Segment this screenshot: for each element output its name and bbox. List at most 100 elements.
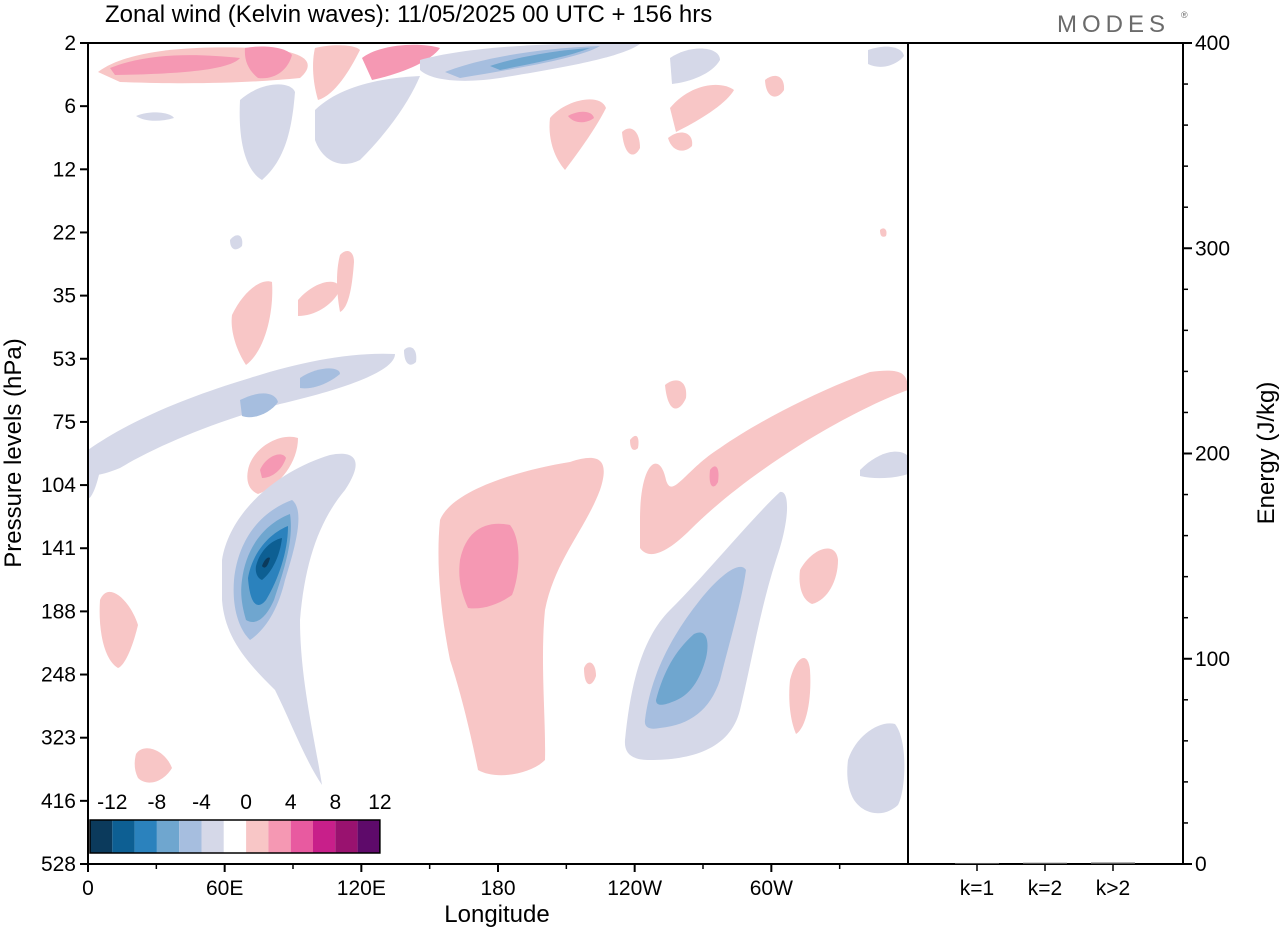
energy-tick-label: 200 <box>1195 443 1230 466</box>
pressure-tick-label: 12 <box>53 158 76 181</box>
pressure-tick-label: 416 <box>41 790 76 813</box>
contour-neg-small-left <box>136 112 174 121</box>
pressure-tick-label: 323 <box>41 727 76 750</box>
contour-fields <box>88 43 908 814</box>
legend-label: -8 <box>148 791 167 814</box>
legend-label: 0 <box>240 791 252 814</box>
colorbar-legend: -12 -8 -4 0 4 8 12 <box>89 791 392 854</box>
energy-tick-label: 0 <box>1195 853 1207 876</box>
contour-pos-lobe-180-core <box>459 523 519 609</box>
contour-neg-wave-120w-core <box>656 632 708 705</box>
legend-swatch <box>357 820 380 853</box>
energy-axis: 0 100 200 300 400 <box>1183 32 1230 876</box>
longitude-tick-label: 180 <box>480 877 515 900</box>
pressure-tick-label: 53 <box>53 348 76 371</box>
contour-pos-streak-2 <box>670 84 734 132</box>
pressure-tick-label: 104 <box>41 474 76 497</box>
legend-label: 4 <box>285 791 297 814</box>
legend-swatch <box>134 820 157 853</box>
energy-category-label: k=2 <box>1028 877 1062 900</box>
contour-pos-dot <box>630 435 639 450</box>
contour-pos-top-left-core <box>110 55 240 75</box>
contour-pos-mid-1 <box>231 281 273 365</box>
energy-panel: 0 100 200 300 400 k=1 k=2 k>2 <box>907 32 1230 900</box>
contour-pos-left-1 <box>99 591 138 668</box>
legend-swatch <box>313 820 336 853</box>
logo-registered-mark: ® <box>1181 10 1188 20</box>
longitude-tick-label: 60W <box>750 877 793 900</box>
contour-pos-right-band-core <box>709 466 719 487</box>
legend-swatch <box>156 820 180 853</box>
longitude-axis: 0 60E 120E 180 120W 60W <box>82 864 841 900</box>
legend-swatch <box>290 820 313 853</box>
chart-title: Zonal wind (Kelvin waves): 11/05/2025 00… <box>105 1 712 28</box>
contour-neg-diagonal-core-2 <box>300 368 340 389</box>
contour-pos-blob-4 <box>799 548 838 604</box>
longitude-tick-label: 120E <box>337 877 386 900</box>
legend-labels: -12 -8 -4 0 4 8 12 <box>97 791 391 814</box>
legend-label: 8 <box>329 791 341 814</box>
contour-pos-blob-5 <box>789 657 811 734</box>
contour-pos-left-2 <box>134 748 172 783</box>
contour-pos-top-mid <box>244 46 292 79</box>
contour-neg-dot-2 <box>404 347 417 365</box>
energy-category-label: k=1 <box>960 877 994 900</box>
contour-pos-narrow <box>313 45 360 100</box>
contour-neg-top-right <box>670 48 720 84</box>
contour-neg-streak-2 <box>315 76 420 164</box>
legend-border <box>89 819 381 854</box>
longitude-tick-label: 0 <box>82 877 94 900</box>
energy-bar <box>1023 862 1067 864</box>
energy-bar <box>955 862 999 864</box>
contour-pos-blob-6 <box>584 662 596 685</box>
contour-neg-top-band-core <box>490 48 590 70</box>
energy-tick-label: 300 <box>1195 237 1230 260</box>
legend-swatch <box>201 820 224 853</box>
legend-label: -4 <box>192 791 211 814</box>
contour-neg-streak-1 <box>239 84 295 180</box>
contour-neg-bottom-right <box>847 723 905 814</box>
energy-tick-label: 100 <box>1195 648 1230 671</box>
legend-swatch <box>268 820 291 853</box>
energy-categories: k=1 k=2 k>2 <box>960 864 1130 900</box>
energy-axis-label: Energy (J/kg) <box>1253 382 1280 525</box>
pressure-tick-label: 528 <box>41 853 76 876</box>
pressure-tick-label: 6 <box>64 95 76 118</box>
contour-pos-mid-3 <box>337 250 354 312</box>
energy-bar <box>1091 862 1135 864</box>
contour-pos-blob-2 <box>622 128 640 155</box>
energy-frame <box>907 42 1184 865</box>
pressure-tick-label: 188 <box>41 600 76 623</box>
contour-pos-streak-1-core <box>568 111 594 123</box>
x-axis-label: Longitude <box>444 901 549 928</box>
legend-swatch <box>112 820 135 853</box>
energy-bars <box>955 862 1135 864</box>
pressure-axis: 2 6 12 22 35 53 75 104 141 188 248 323 416 528 <box>41 32 88 876</box>
legend-label: -12 <box>97 791 127 814</box>
contour-neg-left-edge <box>88 454 100 499</box>
y-axis-label: Pressure levels (hPa) <box>0 338 27 567</box>
contour-pos-blob-1 <box>668 132 693 151</box>
legend-label: 12 <box>368 791 391 814</box>
contour-neg-diagonal-core-1 <box>240 393 278 418</box>
contour-neg-dot-1 <box>230 235 243 250</box>
longitude-tick-label: 60E <box>206 877 243 900</box>
contour-pos-right-band <box>640 370 908 555</box>
contour-pos-dot-2 <box>880 228 887 237</box>
contour-neg-top-edge <box>868 46 904 67</box>
heatmap-panel: -12 -8 -4 0 4 8 12 2 6 12 22 35 53 75 104 141 188 248 323… <box>41 32 909 900</box>
contour-pos-lobe-104-core <box>260 454 286 478</box>
legend-swatch <box>223 820 247 853</box>
legend-swatches <box>89 819 381 854</box>
pressure-tick-label: 75 <box>53 411 76 434</box>
contour-neg-wave-lobe-min <box>262 557 270 568</box>
legend-swatch <box>179 820 202 853</box>
legend-swatch <box>335 820 358 853</box>
energy-category-label: k>2 <box>1096 877 1130 900</box>
contour-neg-right-edge <box>860 451 908 479</box>
longitude-tick-label: 120W <box>607 877 662 900</box>
legend-swatch <box>90 820 113 853</box>
pressure-tick-label: 141 <box>41 537 76 560</box>
energy-tick-label: 400 <box>1195 32 1230 55</box>
